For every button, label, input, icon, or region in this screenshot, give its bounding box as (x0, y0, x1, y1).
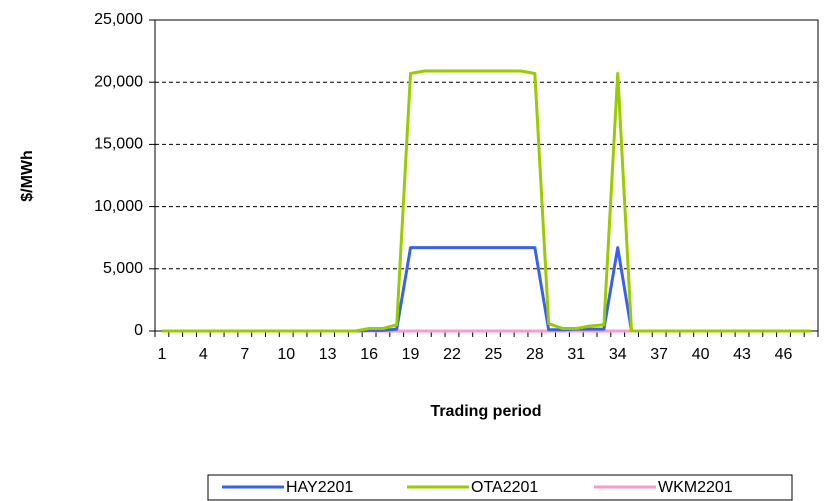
x-tick-label: 43 (733, 346, 751, 363)
x-tick-label: 7 (240, 346, 249, 363)
x-tick-label: 37 (650, 346, 668, 363)
x-tick-label: 4 (199, 346, 208, 363)
y-tick-label: 10,000 (94, 198, 143, 215)
legend-label: OTA2201 (471, 479, 538, 496)
y-tick-label: 15,000 (94, 136, 143, 153)
x-tick-label: 16 (360, 346, 378, 363)
legend-label: WKM2201 (658, 479, 733, 496)
series-line (161, 69, 812, 333)
y-tick-label: 25,000 (94, 11, 143, 28)
x-axis-title: Trading period (430, 403, 541, 420)
y-tick-label: 0 (134, 322, 143, 339)
x-tick-label: 31 (567, 346, 585, 363)
legend-label: HAY2201 (286, 479, 353, 496)
x-tick-label: 25 (485, 346, 503, 363)
x-tick-label: 28 (526, 346, 544, 363)
series-line (161, 246, 812, 333)
x-tick-label: 46 (775, 346, 793, 363)
x-tick-label: 1 (157, 346, 166, 363)
x-tick-label: 10 (277, 346, 295, 363)
x-tick-label: 22 (443, 346, 461, 363)
legend-box (207, 474, 793, 501)
x-tick-label: 19 (402, 346, 420, 363)
x-tick-label: 34 (609, 346, 627, 363)
plot-frame (154, 19, 819, 332)
y-axis-title: $/MWh (19, 150, 36, 202)
y-tick-label: 20,000 (94, 73, 143, 90)
x-tick-label: 13 (319, 346, 337, 363)
y-tick-label: 5,000 (103, 260, 143, 277)
x-tick-label: 40 (692, 346, 710, 363)
